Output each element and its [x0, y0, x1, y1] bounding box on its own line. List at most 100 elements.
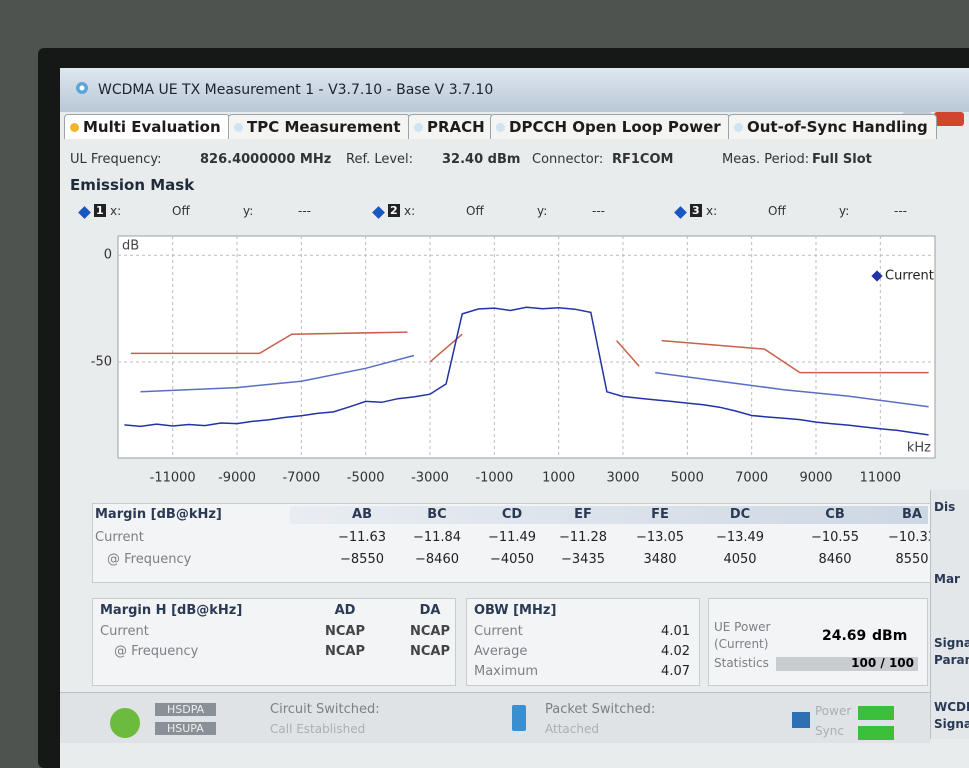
obw-title: OBW [MHz] [474, 603, 556, 618]
obw-row-value: 4.01 [661, 624, 690, 639]
table-cell: −11.28 [559, 530, 607, 545]
table-cell: −10.33 [888, 530, 936, 545]
marker-y-label: y: [537, 204, 547, 218]
hsdpa-label: HSDPA [155, 703, 216, 716]
marker-x-value: Off [768, 204, 786, 218]
ue-power-label: UE Power [714, 620, 770, 634]
x-tick-label: 1000 [542, 471, 575, 486]
window-title: WCDMA UE TX Measurement 1 - V3.7.10 - Ba… [98, 82, 493, 98]
column-header: EF [574, 507, 592, 522]
x-tick-label: -5000 [347, 471, 385, 486]
table-cell: 4050 [723, 552, 756, 567]
column-header: AB [352, 507, 372, 522]
column-header: CB [825, 507, 844, 522]
table-title: Margin [dB@kHz] [95, 507, 222, 522]
table-title: Margin H [dB@kHz] [100, 603, 242, 618]
tab[interactable]: DPCCH Open Loop Power [490, 114, 730, 139]
sync-indicator [858, 726, 894, 740]
table-cell: −4050 [490, 552, 534, 567]
tab[interactable]: PRACH [408, 114, 494, 139]
row-label: Current [95, 530, 144, 545]
info-ul-frequency: 826.4000000 MHz [200, 152, 331, 167]
ue-power-value: 24.69 [822, 628, 866, 644]
x-axis-unit: kHz [907, 441, 931, 456]
page: WCDMA UE TX Measurement html, body { mar… [0, 0, 969, 739]
table-cell: −11.84 [413, 530, 461, 545]
circuit-label: Circuit Switched: [270, 702, 380, 717]
table-cell: 8550 [895, 552, 928, 567]
table-cell: −11.63 [338, 530, 386, 545]
side-label: WCDM [934, 700, 969, 714]
table-cell: NCAP [410, 624, 450, 639]
row-label: @ Frequency [114, 644, 198, 659]
obw-row-label: Current [474, 624, 523, 639]
info-meas-period: Full Slot [812, 152, 872, 167]
marker-x-value: Off [466, 204, 484, 218]
table-cell: −13.49 [716, 530, 764, 545]
x-tick-label: 5000 [671, 471, 704, 486]
x-tick-label: -9000 [218, 471, 256, 486]
y-tick-label: -50 [91, 354, 112, 369]
marker-y-label: y: [243, 204, 253, 218]
y-axis-label: dB [122, 239, 139, 254]
info-ref-level-label: Ref. Level: [346, 152, 413, 167]
column-header: CD [502, 507, 522, 522]
marker-y-value: --- [592, 204, 605, 218]
packet-label: Packet Switched: [545, 702, 655, 717]
section-title: Emission Mask [70, 176, 194, 194]
sync-label: Sync [815, 724, 844, 738]
power-label: Power [815, 704, 851, 718]
table-cell: −11.49 [488, 530, 536, 545]
row-label: @ Frequency [107, 552, 191, 567]
marker-id: 3 [690, 204, 702, 217]
tab[interactable]: Out-of-Sync Handling [728, 114, 937, 139]
table-cell: −8460 [415, 552, 459, 567]
screen: { "window": { "title": "WCDMA UE TX Meas… [0, 0, 969, 739]
column-header: DC [730, 507, 750, 522]
side-label: Param [934, 653, 969, 667]
side-label: Signal [934, 717, 969, 731]
side-label: Mar [934, 572, 960, 586]
obw-row-value: 4.02 [661, 644, 690, 659]
tab[interactable]: Multi Evaluation [64, 114, 230, 139]
column-header: BA [902, 507, 922, 522]
packet-icon [512, 705, 526, 731]
side-label: Dis [934, 500, 955, 514]
x-tick-label: 9000 [799, 471, 832, 486]
circuit-value: Call Established [270, 722, 365, 736]
table-cell: 8460 [818, 552, 851, 567]
application-window: WCDMA UE TX Measurement 1 - V3.7.10 - Ba… [60, 68, 969, 768]
marker-x-value: Off [172, 204, 190, 218]
x-tick-label: 11000 [860, 471, 901, 486]
obw-row-value: 4.07 [661, 664, 690, 679]
close-button[interactable] [934, 112, 964, 126]
tab[interactable]: TPC Measurement [228, 114, 410, 139]
marker-diamond [372, 206, 385, 219]
marker-diamond [78, 206, 91, 219]
marker-y-value: --- [894, 204, 907, 218]
app-icon [74, 80, 90, 96]
marker-x-label: x: [110, 204, 121, 218]
power-icon [792, 712, 810, 728]
x-tick-label: 3000 [606, 471, 639, 486]
column-header: AD [335, 603, 356, 618]
marker-id: 1 [94, 204, 106, 217]
info-connector-label: Connector: [532, 152, 603, 167]
info-ul-frequency-label: UL Frequency: [70, 152, 161, 167]
legend-label: Current [885, 269, 934, 284]
table-cell: NCAP [325, 624, 365, 639]
table-cell: NCAP [325, 644, 365, 659]
x-tick-label: -1000 [475, 471, 513, 486]
ue-power-sublabel: (Current) [714, 637, 768, 651]
statistics-value: 100 / 100 [851, 656, 914, 670]
info-ref-level: 32.40 dBm [442, 152, 520, 167]
table-cell: −3435 [561, 552, 605, 567]
marker-diamond [674, 206, 687, 219]
table-cell: 3480 [643, 552, 676, 567]
title-bar: WCDMA UE TX Measurement 1 - V3.7.10 - Ba… [60, 68, 969, 112]
row-label: Current [100, 624, 149, 639]
network-icon [110, 708, 140, 738]
packet-value: Attached [545, 722, 599, 736]
x-tick-label: -3000 [411, 471, 449, 486]
marker-y-label: y: [839, 204, 849, 218]
